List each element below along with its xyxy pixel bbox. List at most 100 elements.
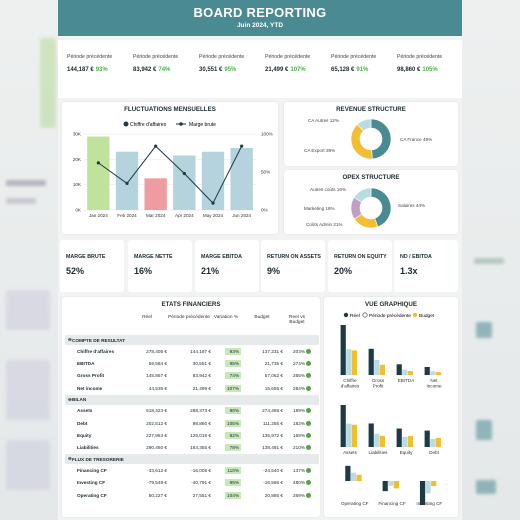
y-tick-right: 50% xyxy=(261,170,270,175)
status-dot-icon xyxy=(306,420,311,426)
ratio-value: 20% xyxy=(334,266,353,276)
collapse-icon[interactable]: ⊖ xyxy=(68,337,72,342)
cell-budget: 21,735 € xyxy=(264,361,283,367)
legend-line-label: Marge brute xyxy=(189,122,216,128)
variation-badge: 95% xyxy=(225,360,241,368)
vue-bar xyxy=(430,438,436,447)
cell-periode: 144,187 € xyxy=(190,348,211,354)
cell-budget: -16,586 € xyxy=(263,480,283,486)
ratio-label: RETURN ON EQUITY xyxy=(334,254,387,260)
kpi-card: Période précédente 98,860 €105% xyxy=(392,40,458,98)
opex-structure-panel: OPEX STRUCTURE Autres coûts 16% Marketin… xyxy=(284,170,458,234)
section-title: FLUX DE TRESORERIE xyxy=(71,456,124,462)
cell-reel: 278,405 € xyxy=(146,348,167,354)
legend-budget-swatch xyxy=(412,312,418,318)
vue-bar xyxy=(368,423,374,447)
table-section-row[interactable]: ⊖ FLUX DE TRESORERIE xyxy=(65,454,319,465)
margin-point xyxy=(96,161,100,165)
vue-category-label: Financing CF xyxy=(378,501,406,506)
cell-reel: 227,963 € xyxy=(146,433,167,439)
kpi-card: Période précédente 83,942 €74% xyxy=(128,40,194,98)
kpi-label: Période précédente xyxy=(331,54,377,60)
vue-bar xyxy=(345,465,351,481)
kpi-card: Période précédente 144,187 €93% xyxy=(62,40,128,98)
vue-bar xyxy=(407,371,413,375)
status-dot-icon xyxy=(306,467,311,473)
row-label: Debt xyxy=(77,420,88,426)
y-tick-left: 0K xyxy=(75,208,82,213)
cell-reel: 44,535 € xyxy=(148,385,167,391)
vue-category-label: Investing CF xyxy=(416,501,442,506)
section-title: COMPTE DE RESULTAT xyxy=(71,337,126,343)
opex-label-marketing: Marketing 18% xyxy=(304,206,335,211)
table-section-row[interactable]: ⊖ COMPTE DE RESULTAT xyxy=(65,335,319,345)
revenue-bar xyxy=(201,151,225,210)
x-tick-label: May 2024 xyxy=(203,213,224,218)
ratio-card: RETURN ON ASSETS 9% xyxy=(261,240,325,292)
vue-bar xyxy=(346,349,352,375)
revenue-title: REVENUE STRUCTURE xyxy=(336,106,406,113)
table-row: Liabilities 290,460 € 163,355 € 78% 138,491 … xyxy=(65,442,319,454)
cell-periode: 288,373 € xyxy=(190,408,211,414)
vue-bar xyxy=(425,481,431,494)
variation-badge: 105% xyxy=(225,419,241,427)
kpi-pct: 105% xyxy=(422,67,438,73)
kpi-card: Période précédente 21,499 €107% xyxy=(260,40,326,98)
vue-bar xyxy=(350,472,357,481)
blurred-right-backdrop xyxy=(462,0,520,520)
vue-bar xyxy=(435,372,441,375)
cell-reel-vs-budget: 480% xyxy=(283,480,311,486)
cell-variation: 80% xyxy=(211,407,241,415)
margin-point xyxy=(125,181,129,185)
cell-periode: 21,499 € xyxy=(192,385,211,391)
legend-reel-label: Réel xyxy=(350,313,360,319)
cell-budget: 20,885 € xyxy=(264,492,283,498)
row-label: EBITDA xyxy=(77,361,95,367)
cell-periode: 83,942 € xyxy=(192,373,211,379)
cell-variation: 105% xyxy=(211,419,241,427)
status-dot-icon xyxy=(306,408,311,414)
cell-reel-vs-budget: 182% xyxy=(283,420,311,426)
vue-bar xyxy=(396,428,402,447)
revenue-bar xyxy=(144,178,167,210)
opex-title: OPEX STRUCTURE xyxy=(342,174,400,181)
ratio-text: 269% xyxy=(293,492,305,498)
collapse-icon[interactable]: ⊖ xyxy=(68,456,72,462)
row-label: Net income xyxy=(77,385,103,391)
status-dot-icon xyxy=(306,361,311,367)
x-tick-label: Jun 2024 xyxy=(232,213,251,218)
ratio-text: 284% xyxy=(293,385,305,391)
col-header-budget: Budget xyxy=(254,315,270,320)
kpi-value: 144,187 € xyxy=(67,67,94,73)
vue-category-label: Net xyxy=(430,378,438,383)
vue-bar xyxy=(379,364,385,375)
etats-financiers-panel: ETATS FINANCIERS Réel Période précédente… xyxy=(62,297,320,517)
row-label: Liabilities xyxy=(77,445,99,451)
ratio-label: MARGE EBITDA xyxy=(201,254,242,260)
ratio-card: RETURN ON EQUITY 20% xyxy=(328,240,392,292)
revenue-bar xyxy=(230,147,253,210)
row-label: Investing CF xyxy=(77,480,106,486)
table-row: Financing CF -33,612 € -16,005 € 110% -24,54… xyxy=(65,464,319,476)
vue-bar xyxy=(402,436,408,447)
ratio-value: 16% xyxy=(134,266,153,276)
kpi-label: Période précédente xyxy=(199,54,245,60)
ratio-label: MARGE NETTE xyxy=(134,254,173,260)
vue-bar xyxy=(374,359,380,375)
col-header-reel: Réel xyxy=(142,315,152,320)
margin-point xyxy=(211,201,215,205)
status-dot-icon xyxy=(306,373,311,379)
vue-bar xyxy=(379,435,385,447)
table-row: Net income 44,535 € 21,499 € 107% 15,655 € 28… xyxy=(65,382,319,394)
cell-variation: 78% xyxy=(211,444,241,452)
cell-variation: 95% xyxy=(211,479,241,487)
legend-bars-swatch xyxy=(123,121,129,127)
donut-slice xyxy=(356,118,372,132)
status-dot-icon xyxy=(306,480,311,486)
donut-slice xyxy=(350,123,373,160)
revenue-structure-panel: REVENUE STRUCTURE CA Autres 12% CA Expor… xyxy=(284,102,458,166)
ratio-text: 203% xyxy=(293,348,305,354)
table-section-row[interactable]: ⊖ BILAN xyxy=(65,394,319,405)
vue-bar xyxy=(402,369,408,375)
collapse-icon[interactable]: ⊖ xyxy=(68,396,72,402)
